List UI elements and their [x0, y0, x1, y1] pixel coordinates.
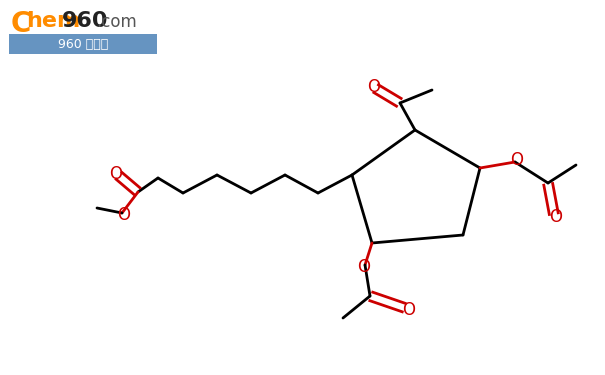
Text: C: C: [11, 10, 31, 38]
Text: O: O: [511, 151, 523, 169]
Text: O: O: [117, 206, 131, 224]
Text: O: O: [110, 165, 122, 183]
Text: O: O: [367, 78, 381, 96]
Text: O: O: [549, 208, 563, 226]
Bar: [9, 34, 157, 54]
Text: hem: hem: [26, 11, 80, 31]
Text: 960: 960: [62, 11, 108, 31]
Text: .com: .com: [96, 13, 137, 31]
Text: 960 化工网: 960 化工网: [58, 38, 108, 51]
Text: O: O: [358, 258, 370, 276]
Text: O: O: [402, 301, 416, 319]
